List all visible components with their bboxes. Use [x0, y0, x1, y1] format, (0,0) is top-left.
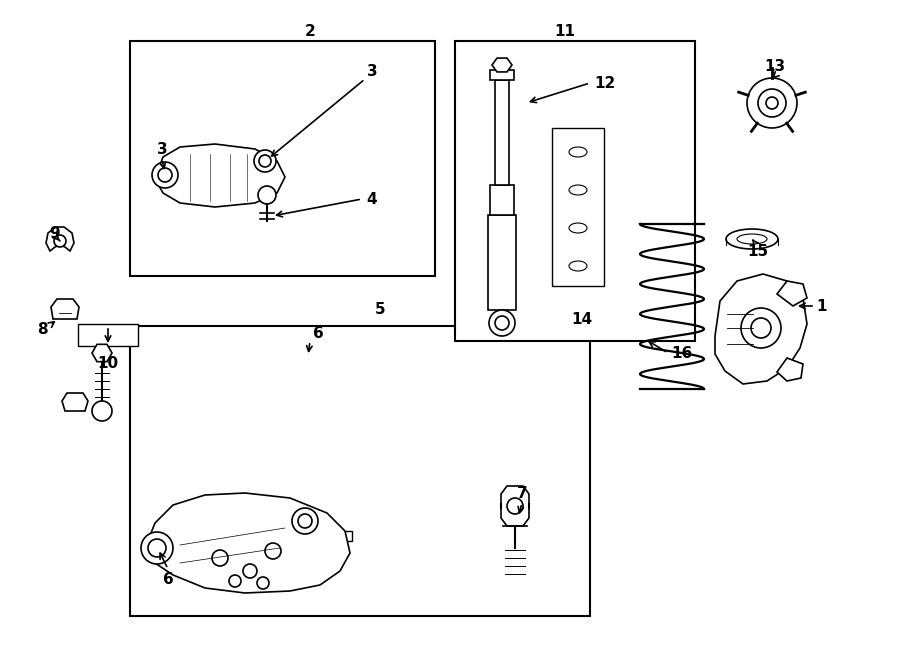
- Bar: [130, 326, 590, 616]
- Circle shape: [257, 577, 269, 589]
- Text: 10: 10: [97, 356, 119, 371]
- Circle shape: [747, 78, 797, 128]
- Text: 14: 14: [572, 311, 592, 327]
- Bar: [330, 531, 352, 541]
- Bar: [495, 80, 509, 185]
- Bar: [488, 215, 516, 310]
- Circle shape: [265, 543, 281, 559]
- Text: 9: 9: [50, 225, 60, 241]
- Circle shape: [254, 150, 276, 172]
- Text: 7: 7: [517, 485, 527, 500]
- Circle shape: [298, 514, 312, 528]
- Circle shape: [751, 318, 771, 338]
- Circle shape: [141, 532, 173, 564]
- Ellipse shape: [726, 229, 778, 249]
- Bar: [490, 185, 514, 215]
- Polygon shape: [492, 58, 512, 72]
- Polygon shape: [62, 393, 88, 411]
- Circle shape: [292, 508, 318, 534]
- Circle shape: [507, 498, 523, 514]
- Polygon shape: [501, 486, 529, 526]
- Circle shape: [212, 550, 228, 566]
- Polygon shape: [715, 274, 807, 384]
- Text: 11: 11: [554, 24, 575, 38]
- Polygon shape: [777, 358, 803, 381]
- Text: 12: 12: [594, 75, 616, 91]
- Circle shape: [152, 162, 178, 188]
- Circle shape: [92, 401, 112, 421]
- Text: 16: 16: [671, 346, 693, 360]
- Text: 8: 8: [37, 321, 48, 336]
- Circle shape: [495, 316, 509, 330]
- Polygon shape: [777, 281, 807, 306]
- Circle shape: [489, 310, 515, 336]
- Circle shape: [229, 575, 241, 587]
- Bar: [130, 41, 435, 276]
- Polygon shape: [145, 493, 350, 593]
- Circle shape: [259, 155, 271, 167]
- Text: 15: 15: [747, 243, 769, 258]
- Ellipse shape: [737, 234, 767, 244]
- Ellipse shape: [569, 185, 587, 195]
- Circle shape: [258, 186, 276, 204]
- Circle shape: [741, 308, 781, 348]
- Circle shape: [243, 564, 257, 578]
- Circle shape: [54, 235, 66, 247]
- Text: 6: 6: [312, 325, 323, 340]
- Text: 1: 1: [817, 299, 827, 313]
- Text: 3: 3: [366, 63, 377, 79]
- Bar: [552, 128, 604, 286]
- Text: 5: 5: [374, 301, 385, 317]
- Circle shape: [766, 97, 778, 109]
- Polygon shape: [155, 144, 285, 207]
- Bar: [78, 324, 138, 346]
- Polygon shape: [92, 344, 112, 362]
- Text: 6: 6: [163, 572, 174, 586]
- Text: 4: 4: [366, 192, 377, 206]
- Ellipse shape: [569, 223, 587, 233]
- Bar: [490, 70, 514, 80]
- Text: 13: 13: [764, 59, 786, 73]
- Text: 3: 3: [157, 141, 167, 157]
- Ellipse shape: [569, 147, 587, 157]
- Bar: [455, 41, 695, 341]
- Text: 2: 2: [304, 24, 315, 38]
- Circle shape: [148, 539, 166, 557]
- Circle shape: [158, 168, 172, 182]
- Ellipse shape: [569, 261, 587, 271]
- Polygon shape: [46, 227, 74, 251]
- Polygon shape: [51, 299, 79, 319]
- Circle shape: [758, 89, 786, 117]
